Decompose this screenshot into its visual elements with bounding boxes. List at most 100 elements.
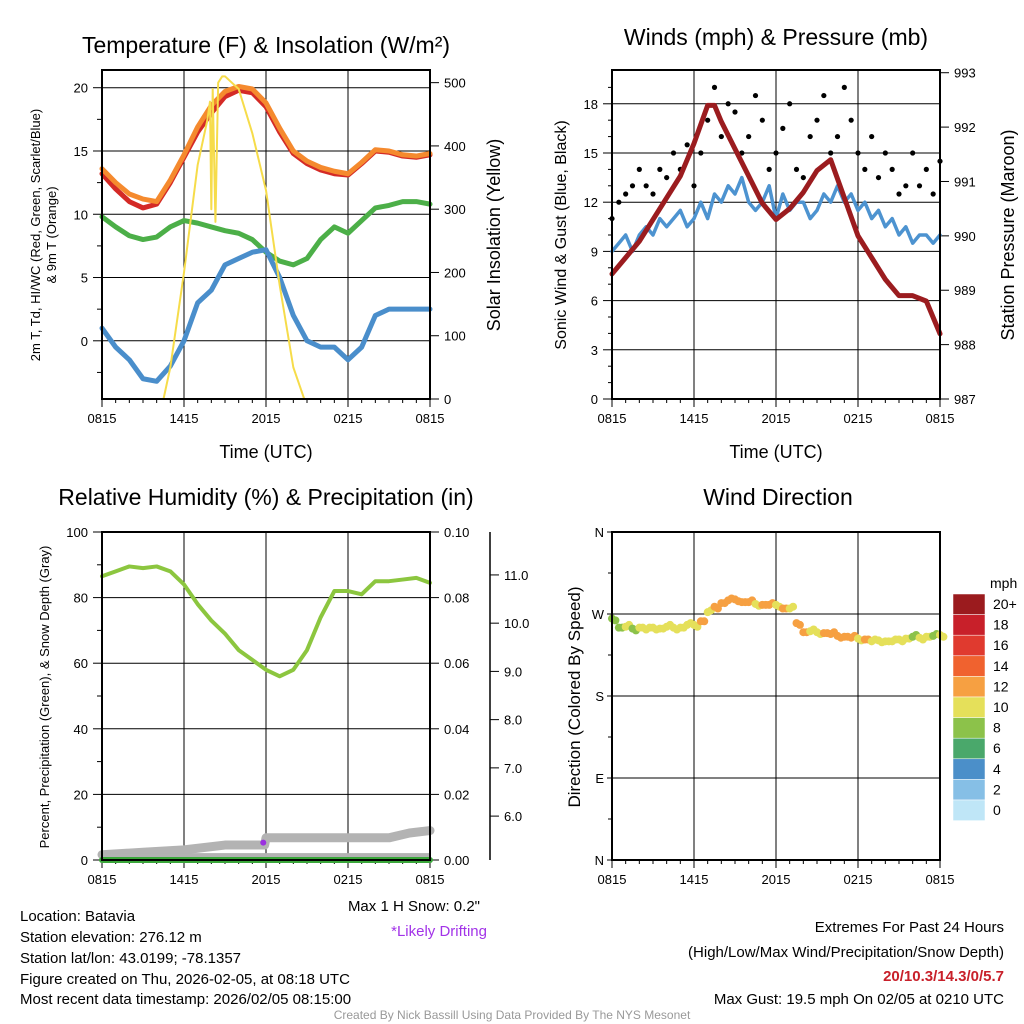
wind-gust-point [923, 166, 929, 172]
wind-y2-y-tick-label: 993 [954, 66, 976, 81]
snow-axis-y-tick-label: 11.0 [504, 568, 528, 583]
dir-x-tick-label: 0815 [926, 872, 955, 887]
rh-y-tick-label: 60 [74, 656, 88, 671]
rh-x-tick-label: 2015 [252, 872, 281, 887]
temp-x-label: Time (UTC) [219, 442, 312, 462]
colorbar-swatch [952, 655, 986, 677]
colorbar-label: 12 [993, 678, 1009, 694]
recent-timestamp-text: Most recent data timestamp: 2026/02/05 0… [20, 991, 351, 1008]
wind-y2-y-tick-label: 992 [954, 120, 976, 135]
wind-gust-point [629, 183, 636, 189]
wind-y-tick-label: 6 [591, 294, 598, 309]
temp-chart-title: Temperature (F) & Insolation (W/m²) [82, 32, 450, 58]
dir-x-tick-label: 2015 [762, 872, 791, 887]
colorbar-swatch [952, 717, 986, 739]
rh-y2-y-tick-label: 0.02 [444, 787, 469, 802]
rh-y2-y-tick-label: 0.10 [444, 525, 469, 540]
wind-gust-point [650, 191, 656, 197]
temp-y2-y-tick-label: 100 [444, 329, 466, 344]
wind-y2-y-tick-label: 987 [954, 392, 976, 407]
rh-y-label: Percent, Precipitation (Green), & Snow D… [37, 546, 52, 849]
rh-series-relative-humidity [100, 564, 432, 679]
wind-gust-point [759, 117, 765, 123]
wind-x-tick-label: 0215 [844, 411, 873, 426]
temp-y-tick-label: 10 [74, 207, 88, 222]
wind-gust-point [855, 150, 861, 156]
wind-gust-point [821, 92, 827, 99]
temp-y2-y-tick-label: 0 [444, 392, 451, 407]
temp-y-tick-label: 5 [81, 271, 88, 286]
wind-gust-point [807, 133, 813, 140]
rh-y-tick-label: 40 [74, 722, 88, 737]
wind-gust-point [930, 191, 936, 197]
temp-y-label-2: & 9m T (Orange) [44, 186, 59, 283]
colorbar-swatch [952, 614, 986, 636]
temp-x-tick-label: 2015 [252, 411, 281, 426]
wind-y2-y-tick-label: 988 [954, 338, 976, 353]
rh-x-tick-label: 0815 [416, 872, 445, 887]
colorbar-swatch [952, 593, 986, 615]
wind-gust-point [705, 117, 711, 123]
snow-axis-y-tick-label: 7.0 [504, 761, 522, 776]
rh-y-tick-label: 20 [74, 787, 88, 802]
colorbar-label: 16 [993, 637, 1009, 653]
colorbar-label: 6 [993, 740, 1001, 756]
wind-gust-point [848, 117, 854, 123]
wind-gust-point [828, 150, 834, 156]
wind-plot-frame [611, 69, 941, 400]
wind-gust-point [670, 150, 677, 156]
dir-plot-frame [611, 531, 941, 861]
wind-y2-label: Station Pressure (Maroon) [998, 129, 1018, 340]
wind-gust-point [793, 166, 800, 172]
rh-x-tick-label: 0215 [334, 872, 363, 887]
temp-series-hi-wc [99, 247, 433, 384]
wind-gust-point [869, 133, 875, 140]
wind-gust-point [773, 150, 779, 156]
wind-gust-point [643, 183, 649, 189]
rh-y2-y-tick-label: 0.04 [444, 722, 469, 737]
dir-x-tick-label: 0215 [844, 872, 873, 887]
dir-x-tick-label: 1415 [680, 872, 709, 887]
colorbar-label: 18 [993, 617, 1009, 633]
latlon-text: Station lat/lon: 43.0199; -78.1357 [20, 950, 241, 967]
created-text: Figure created on Thu, 2026-02-05, at 08… [20, 971, 350, 988]
wind-gust-point [616, 199, 622, 205]
colorbar-label: 10 [993, 699, 1009, 715]
temp-y-label-1: 2m T, Td, HI/WC (Red, Green, Scarlet/Blu… [28, 109, 43, 361]
location-text: Location: Batavia [20, 908, 136, 925]
temp-y-tick-label: 20 [74, 81, 88, 96]
temp-y2-y-tick-label: 500 [444, 76, 466, 91]
wind-y-tick-label: 18 [584, 97, 598, 112]
wind-gust-point [800, 174, 806, 181]
snow-axis-y-tick-label: 6.0 [504, 809, 522, 824]
wind-gust-point [882, 150, 888, 156]
snow-axis-y-tick-label: 8.0 [504, 713, 522, 728]
colorbar-swatch [952, 758, 986, 780]
dir-point [795, 620, 804, 629]
max-snow-note: Max 1 H Snow: 0.2" [348, 898, 480, 915]
extremes-title: Extremes For Past 24 Hours [815, 919, 1004, 936]
wind-x-tick-label: 2015 [762, 411, 791, 426]
wind-y2-y-tick-label: 991 [954, 174, 976, 189]
dir-point [789, 602, 798, 611]
snow-axis-y-tick-label: 10.0 [504, 616, 529, 631]
wind-gust-point [875, 174, 882, 181]
wind-gust-point [739, 150, 745, 156]
rh-y2-y-tick-label: 0.08 [444, 591, 469, 606]
wind-gust-point [916, 183, 923, 189]
wind-gust-point [746, 133, 752, 140]
temp-series-solar-insolation [101, 75, 431, 400]
wind-gust-point [841, 84, 847, 90]
colorbar-swatch [952, 696, 986, 718]
colorbar-swatch [952, 676, 986, 698]
dir-y-tick-label: N [595, 525, 604, 540]
wind-gust-point [657, 166, 663, 172]
wind-x-label: Time (UTC) [729, 442, 822, 462]
wind-x-tick-label: 0815 [598, 411, 627, 426]
colorbar-swatch [952, 799, 986, 821]
rh-series-snow-depth [97, 826, 435, 860]
wind-gust-point [834, 133, 841, 140]
colorbar-label: 0 [993, 802, 1001, 818]
colorbar-label: 4 [993, 761, 1001, 777]
wind-gust-point [862, 166, 868, 172]
